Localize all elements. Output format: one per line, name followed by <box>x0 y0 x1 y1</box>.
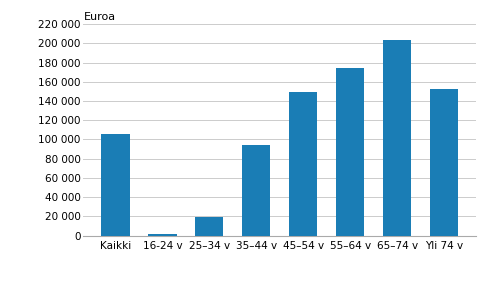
Bar <box>148 234 176 236</box>
Text: Euroa: Euroa <box>83 12 115 22</box>
Bar <box>336 68 364 236</box>
Bar <box>289 92 318 236</box>
Bar <box>242 145 271 236</box>
Bar <box>195 217 223 236</box>
Bar <box>101 134 130 236</box>
Bar <box>430 88 459 236</box>
Bar <box>383 40 411 236</box>
